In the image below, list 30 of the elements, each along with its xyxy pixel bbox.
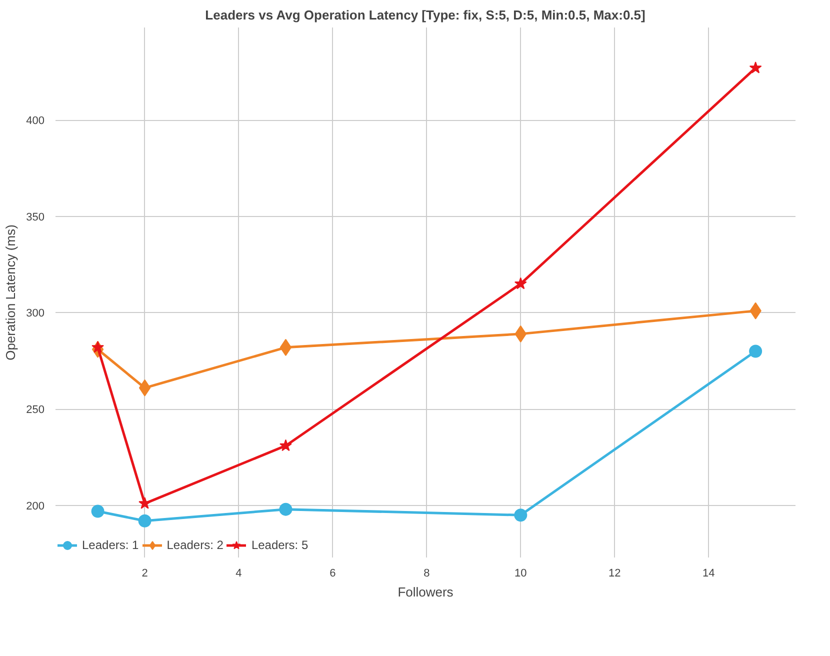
y-axis-title: Operation Latency (ms) [3, 224, 18, 360]
y-tick-label: 200 [26, 500, 45, 512]
x-axis-title: Followers [398, 584, 454, 600]
x-tick-label: 14 [702, 568, 715, 580]
point [514, 277, 527, 290]
legend-label: Leaders: 2 [166, 538, 224, 552]
point [138, 497, 151, 509]
point [280, 439, 292, 452]
point [138, 379, 151, 396]
chart-title: Leaders vs Avg Operation Latency [Type: fix, S:5, D:5, Min:0.5, Max:0.5] [205, 8, 646, 22]
x-tick-label: 2 [142, 568, 148, 580]
x-tick-label: 10 [514, 568, 527, 580]
x-tick-label: 8 [424, 568, 430, 580]
point [138, 514, 152, 528]
point [91, 504, 104, 518]
y-tick-label: 300 [26, 308, 45, 320]
legend-label: Leaders: 5 [251, 538, 308, 552]
legend-label: Leaders: 1 [82, 538, 139, 552]
y-tick-label: 400 [26, 115, 45, 128]
x-tick-label: 6 [330, 568, 336, 580]
x-tick-label: 12 [608, 568, 621, 580]
point [749, 61, 762, 74]
point [279, 502, 292, 516]
point [92, 340, 104, 353]
point [749, 344, 762, 358]
point [514, 508, 528, 522]
x-tick-label: 4 [236, 568, 242, 580]
y-tick-label: 250 [26, 404, 45, 416]
point [280, 338, 292, 356]
y-tick-label: 350 [26, 211, 45, 224]
